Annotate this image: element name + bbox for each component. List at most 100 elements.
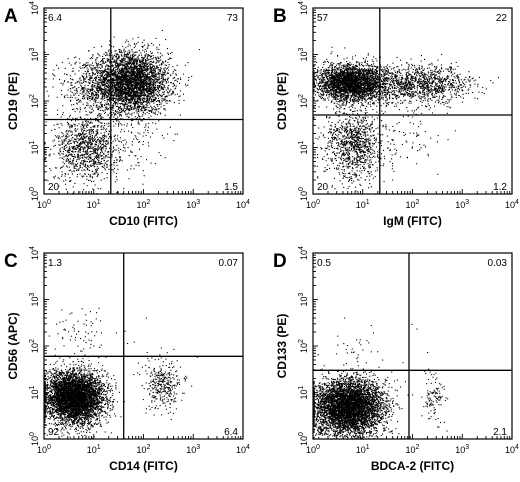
event-point bbox=[199, 49, 201, 51]
event-point bbox=[98, 83, 100, 85]
event-point bbox=[75, 134, 77, 136]
event-point bbox=[91, 153, 93, 155]
event-point bbox=[149, 88, 151, 90]
event-point bbox=[142, 107, 144, 109]
event-point bbox=[85, 72, 87, 74]
event-point bbox=[138, 101, 140, 103]
event-point bbox=[128, 52, 130, 54]
event-point bbox=[100, 80, 102, 82]
event-point bbox=[87, 81, 89, 83]
event-point bbox=[122, 75, 124, 77]
event-point bbox=[85, 167, 87, 169]
event-point bbox=[113, 98, 115, 100]
event-point bbox=[152, 82, 154, 84]
event-point bbox=[136, 73, 138, 75]
event-point bbox=[138, 92, 140, 94]
event-point bbox=[117, 54, 119, 56]
event-point bbox=[136, 86, 138, 88]
event-point bbox=[121, 87, 123, 89]
event-point bbox=[91, 170, 93, 172]
event-point bbox=[153, 76, 155, 78]
event-point bbox=[105, 70, 107, 72]
event-point bbox=[150, 94, 152, 96]
event-point bbox=[141, 59, 143, 61]
event-point bbox=[128, 54, 130, 56]
event-point bbox=[53, 74, 55, 76]
event-point bbox=[174, 88, 176, 90]
event-point bbox=[140, 95, 142, 97]
event-point bbox=[141, 90, 143, 92]
event-point bbox=[114, 50, 116, 52]
event-point bbox=[89, 139, 91, 141]
event-point bbox=[95, 80, 97, 82]
event-point bbox=[126, 68, 128, 70]
event-point bbox=[113, 112, 115, 114]
event-point bbox=[148, 93, 150, 95]
event-point bbox=[150, 79, 152, 81]
event-point bbox=[130, 78, 132, 80]
event-point bbox=[113, 55, 115, 57]
event-point bbox=[123, 105, 125, 107]
event-point bbox=[151, 84, 153, 86]
event-point bbox=[102, 140, 104, 142]
event-point bbox=[101, 88, 103, 90]
event-point bbox=[119, 95, 121, 97]
event-point bbox=[120, 88, 122, 90]
event-point bbox=[128, 88, 130, 90]
event-point bbox=[115, 75, 117, 77]
event-point bbox=[130, 98, 132, 100]
event-point bbox=[94, 138, 96, 140]
event-point bbox=[153, 68, 155, 70]
event-point bbox=[131, 70, 133, 72]
event-point bbox=[91, 147, 93, 149]
event-point bbox=[154, 99, 156, 101]
event-point bbox=[102, 82, 104, 84]
event-point bbox=[109, 89, 111, 91]
event-point bbox=[152, 62, 154, 64]
event-point bbox=[97, 154, 99, 156]
event-point bbox=[114, 134, 116, 136]
event-point bbox=[145, 109, 147, 111]
event-point bbox=[82, 132, 84, 134]
event-point bbox=[82, 121, 84, 123]
event-point bbox=[142, 107, 144, 109]
event-point bbox=[154, 113, 156, 115]
event-point bbox=[151, 93, 153, 95]
event-point bbox=[139, 76, 141, 78]
event-point bbox=[129, 92, 131, 94]
event-point bbox=[106, 141, 108, 143]
event-point bbox=[119, 88, 121, 90]
event-point bbox=[151, 91, 153, 93]
event-point bbox=[119, 98, 121, 100]
event-point bbox=[163, 88, 165, 90]
event-point bbox=[124, 55, 126, 57]
event-point bbox=[84, 81, 86, 83]
event-point bbox=[117, 78, 119, 80]
event-point bbox=[44, 142, 46, 144]
event-point bbox=[96, 153, 98, 155]
event-point bbox=[107, 90, 109, 92]
event-point bbox=[134, 116, 136, 118]
event-point bbox=[117, 58, 119, 60]
event-point bbox=[63, 139, 65, 141]
event-point bbox=[125, 95, 127, 97]
event-point bbox=[100, 160, 102, 162]
event-point bbox=[61, 139, 63, 141]
event-point bbox=[121, 107, 123, 109]
event-point bbox=[154, 69, 156, 71]
event-point bbox=[144, 89, 146, 91]
event-point bbox=[116, 144, 118, 146]
event-point bbox=[113, 67, 115, 69]
event-point bbox=[143, 69, 145, 71]
event-point bbox=[146, 104, 148, 106]
event-point bbox=[139, 95, 141, 97]
event-point bbox=[83, 142, 85, 144]
event-point bbox=[124, 78, 126, 80]
event-point bbox=[116, 61, 118, 63]
event-point bbox=[108, 104, 110, 106]
event-point bbox=[116, 62, 118, 64]
event-point bbox=[120, 89, 122, 91]
event-point bbox=[113, 101, 115, 103]
event-point bbox=[105, 70, 107, 72]
event-point bbox=[152, 84, 154, 86]
